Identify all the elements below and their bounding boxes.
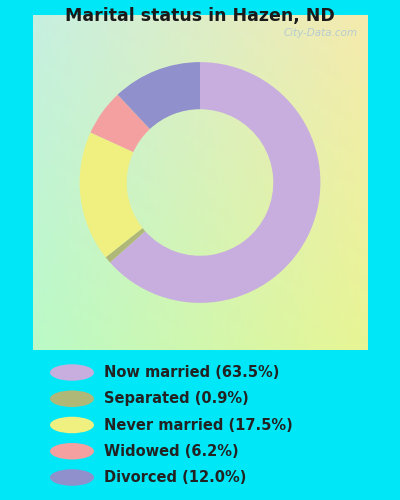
Text: Divorced (12.0%): Divorced (12.0%)	[104, 470, 246, 485]
Text: City-Data.com: City-Data.com	[283, 28, 358, 38]
Circle shape	[50, 469, 94, 486]
Wedge shape	[80, 132, 142, 258]
Text: Separated (0.9%): Separated (0.9%)	[104, 391, 249, 406]
Wedge shape	[118, 62, 200, 129]
Circle shape	[50, 364, 94, 381]
Text: Marital status in Hazen, ND: Marital status in Hazen, ND	[65, 8, 335, 26]
Text: Never married (17.5%): Never married (17.5%)	[104, 418, 293, 432]
Text: Widowed (6.2%): Widowed (6.2%)	[104, 444, 239, 459]
Circle shape	[50, 390, 94, 407]
Wedge shape	[110, 62, 320, 303]
Wedge shape	[90, 94, 150, 152]
Wedge shape	[106, 228, 145, 262]
Circle shape	[50, 443, 94, 460]
Circle shape	[50, 417, 94, 433]
Text: Now married (63.5%): Now married (63.5%)	[104, 365, 279, 380]
